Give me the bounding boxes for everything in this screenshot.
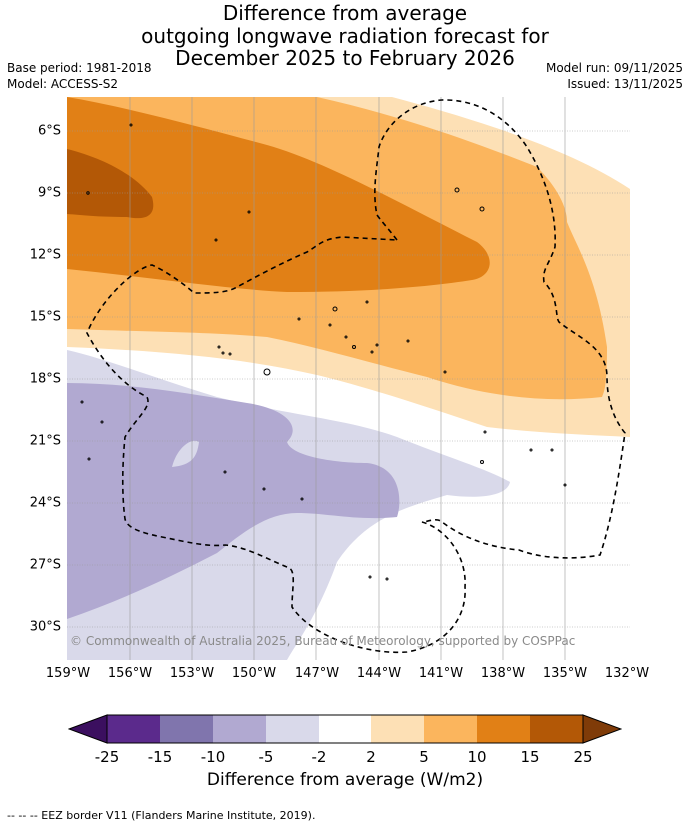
colorbar-swatch-5 bbox=[319, 715, 371, 743]
colorbar-swatch-1 bbox=[107, 715, 160, 743]
colorbar-swatch-4 bbox=[266, 715, 319, 743]
lat-label-27s: 27°S bbox=[29, 557, 61, 573]
colorbar-label-4: -5 bbox=[258, 748, 274, 766]
copyright-notice: © Commonwealth of Australia 2025, Bureau… bbox=[70, 634, 576, 648]
colorbar-extend-low bbox=[68, 714, 108, 744]
olr-anomaly-map bbox=[67, 97, 630, 660]
anomaly-fill-neg-medium bbox=[67, 383, 400, 619]
base-period-info: Base period: 1981-2018 Model: ACCESS-S2 bbox=[7, 60, 152, 92]
colorbar-swatch-9 bbox=[530, 715, 583, 743]
colorbar-title: Difference from average (W/m2) bbox=[206, 770, 484, 790]
model-run-date: Model run: 09/11/2025 bbox=[545, 61, 683, 75]
colorbar-label-1: -25 bbox=[94, 748, 120, 766]
lat-label-21s: 21°S bbox=[29, 433, 61, 449]
lon-label-138w: 138°W bbox=[480, 666, 526, 681]
island-outlines bbox=[80, 123, 567, 581]
lon-label-132w: 132°W bbox=[604, 666, 650, 681]
colorbar bbox=[68, 714, 622, 744]
colorbar-swatch-6 bbox=[371, 715, 424, 743]
lon-label-156w: 156°W bbox=[107, 666, 153, 681]
colorbar-swatch-8 bbox=[477, 715, 530, 743]
lat-label-12s: 12°S bbox=[29, 247, 61, 263]
lat-label-6s: 6°S bbox=[37, 123, 61, 139]
colorbar-label-6: 2 bbox=[366, 748, 376, 766]
title-line-2: outgoing longwave radiation forecast for bbox=[141, 23, 549, 48]
lat-label-9s: 9°S bbox=[37, 185, 61, 201]
colorbar-label-5: -2 bbox=[311, 748, 327, 766]
model-name: Model: ACCESS-S2 bbox=[7, 77, 119, 91]
lat-label-18s: 18°S bbox=[29, 371, 61, 387]
colorbar-extend-high bbox=[582, 714, 622, 744]
lon-label-147w: 147°W bbox=[294, 666, 340, 681]
lon-label-141w: 141°W bbox=[418, 666, 464, 681]
colorbar-swatch-3 bbox=[213, 715, 266, 743]
map-title: Difference from average outgoing longwav… bbox=[0, 2, 690, 70]
title-line-3: December 2025 to February 2026 bbox=[175, 46, 515, 70]
colorbar-label-3: -10 bbox=[200, 748, 226, 766]
colorbar-label-2: -15 bbox=[147, 748, 173, 766]
lon-label-144w: 144°W bbox=[356, 666, 402, 681]
run-info: Model run: 09/11/2025 Issued: 13/11/2025 bbox=[546, 60, 683, 92]
base-period: Base period: 1981-2018 bbox=[7, 61, 152, 75]
colorbar-label-8: 10 bbox=[467, 748, 487, 766]
map-meridians bbox=[129, 97, 566, 660]
colorbar-label-9: 15 bbox=[520, 748, 540, 766]
lon-label-159w: 159°W bbox=[45, 666, 91, 681]
lat-label-30s: 30°S bbox=[29, 619, 61, 635]
eez-border bbox=[86, 99, 626, 654]
colorbar-swatch-2 bbox=[160, 715, 213, 743]
eez-footnote: -- -- -- EEZ border V11 (Flanders Marine… bbox=[7, 809, 316, 822]
issued-date: Issued: 13/11/2025 bbox=[567, 77, 683, 91]
anomaly-fill-pos-max bbox=[67, 149, 154, 219]
lon-label-150w: 150°W bbox=[231, 666, 277, 681]
title-line-1: Difference from average bbox=[222, 1, 468, 25]
lon-label-135w: 135°W bbox=[542, 666, 588, 681]
anomaly-fill-pos-dark bbox=[67, 97, 490, 292]
colorbar-label-7: 5 bbox=[419, 748, 429, 766]
lon-label-153w: 153°W bbox=[169, 666, 215, 681]
lat-label-24s: 24°S bbox=[29, 495, 61, 511]
lat-label-15s: 15°S bbox=[29, 309, 61, 325]
colorbar-swatch-7 bbox=[424, 715, 477, 743]
colorbar-label-10: 25 bbox=[573, 748, 593, 766]
